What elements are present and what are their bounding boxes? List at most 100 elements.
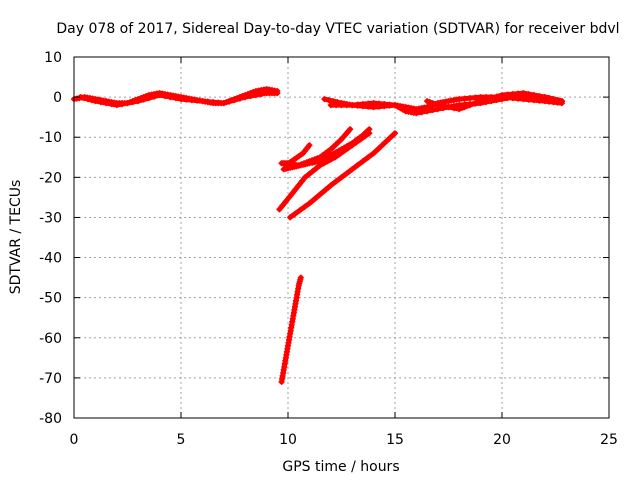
data-point bbox=[252, 92, 259, 99]
data-point bbox=[295, 182, 302, 189]
data-point bbox=[365, 100, 372, 107]
y-tick-label: -40 bbox=[39, 251, 62, 267]
data-point bbox=[226, 98, 233, 105]
data-point bbox=[349, 166, 356, 173]
y-tick-label: 10 bbox=[44, 50, 62, 66]
y-tick-label: -80 bbox=[39, 411, 62, 427]
series-early-arc-b bbox=[77, 90, 281, 109]
data-point bbox=[298, 178, 305, 185]
y-axis-label: SDTVAR / TECUs bbox=[8, 180, 24, 295]
data-point bbox=[483, 96, 489, 103]
data-point bbox=[324, 158, 331, 165]
data-point bbox=[531, 92, 538, 99]
data-point bbox=[333, 102, 340, 109]
y-tick-label: -50 bbox=[39, 291, 62, 307]
data-point bbox=[440, 103, 447, 110]
data-point bbox=[472, 100, 479, 107]
data-point bbox=[418, 109, 425, 116]
data-point bbox=[413, 110, 420, 117]
series-diagonal-middle bbox=[276, 130, 373, 213]
data-point bbox=[550, 96, 557, 103]
data-point bbox=[215, 99, 222, 106]
data-point bbox=[194, 97, 201, 104]
data-point bbox=[279, 202, 286, 209]
data-point bbox=[84, 96, 91, 103]
chart-title: Day 078 of 2017, Sidereal Day-to-day VTE… bbox=[56, 21, 619, 37]
data-point bbox=[353, 139, 360, 146]
data-point bbox=[88, 97, 95, 104]
data-point bbox=[199, 98, 206, 105]
y-tick-label: -10 bbox=[39, 130, 62, 146]
grid bbox=[74, 57, 609, 418]
data-point bbox=[359, 101, 366, 108]
data-point bbox=[349, 142, 356, 149]
data-point bbox=[386, 135, 393, 142]
x-tick-label: 0 bbox=[70, 432, 79, 448]
data-point bbox=[370, 100, 377, 107]
data-point bbox=[204, 98, 211, 105]
data-point bbox=[276, 206, 283, 213]
data-point bbox=[292, 186, 299, 193]
series-diagonal-short bbox=[282, 142, 313, 169]
data-point bbox=[332, 154, 339, 161]
data-point bbox=[178, 96, 184, 103]
data-point bbox=[302, 174, 309, 181]
data-point bbox=[466, 95, 473, 102]
y-tick-label: -60 bbox=[39, 331, 62, 347]
data-point bbox=[354, 101, 361, 108]
data-point bbox=[306, 200, 313, 207]
plot-frame bbox=[73, 56, 610, 419]
data-point bbox=[311, 195, 318, 202]
data-point bbox=[450, 105, 457, 112]
data-point bbox=[338, 174, 345, 181]
data-point bbox=[362, 133, 368, 140]
data-point bbox=[97, 99, 104, 106]
data-point bbox=[119, 101, 126, 108]
data-point bbox=[322, 186, 329, 193]
data-point bbox=[309, 168, 316, 175]
data-point bbox=[274, 90, 281, 97]
data-point bbox=[515, 90, 521, 97]
data-point bbox=[359, 158, 366, 165]
data-point bbox=[231, 97, 238, 104]
data-point bbox=[392, 130, 398, 137]
data-point bbox=[320, 160, 327, 167]
y-tick-label: -20 bbox=[39, 170, 62, 186]
data-point bbox=[156, 92, 163, 99]
data-point bbox=[376, 145, 382, 152]
data-point bbox=[321, 96, 328, 103]
data-point bbox=[461, 104, 468, 111]
data-point bbox=[172, 95, 179, 102]
data-point bbox=[301, 203, 308, 210]
data-point bbox=[370, 150, 377, 157]
data-point bbox=[541, 94, 548, 101]
data-point bbox=[424, 108, 431, 115]
x-axis-label: GPS time / hours bbox=[282, 459, 399, 475]
data-point bbox=[546, 95, 553, 102]
data-point bbox=[327, 102, 334, 109]
data-point bbox=[317, 191, 324, 198]
data-point bbox=[92, 98, 99, 105]
x-tick-label: 25 bbox=[600, 432, 618, 448]
data-point bbox=[145, 95, 152, 102]
data-point bbox=[325, 97, 332, 104]
data-point bbox=[287, 214, 294, 221]
data-point bbox=[327, 182, 334, 189]
data-point bbox=[305, 171, 312, 178]
data-point bbox=[340, 148, 347, 155]
y-tick-label: -70 bbox=[39, 371, 62, 387]
x-tick-label: 5 bbox=[177, 432, 186, 448]
data-point bbox=[343, 170, 350, 177]
data-point bbox=[349, 102, 356, 109]
data-point bbox=[286, 194, 293, 201]
data-point bbox=[499, 92, 505, 99]
y-tick-label: -30 bbox=[39, 210, 62, 226]
data-point bbox=[151, 93, 158, 100]
data-point bbox=[558, 98, 565, 105]
data-point bbox=[236, 95, 243, 102]
data-point bbox=[504, 91, 511, 98]
data-point bbox=[509, 91, 516, 98]
data-point bbox=[357, 136, 364, 143]
data-point bbox=[376, 100, 382, 107]
data-point bbox=[258, 91, 265, 98]
